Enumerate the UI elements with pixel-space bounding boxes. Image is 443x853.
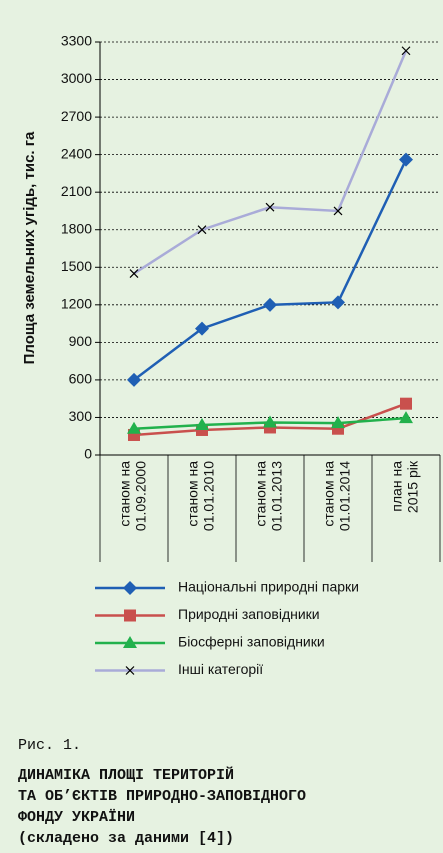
x-tick-label: станом на [185, 461, 201, 527]
marker [331, 295, 345, 310]
marker [399, 152, 413, 167]
marker [265, 202, 275, 212]
y-tick-label: 3300 [61, 33, 92, 49]
marker [400, 397, 412, 410]
x-tick-label: станом на [117, 461, 133, 527]
marker [331, 416, 345, 429]
marker [124, 609, 136, 622]
marker [263, 415, 277, 428]
x-tick-label: 01.01.2013 [269, 461, 285, 531]
y-tick-label: 0 [84, 446, 92, 462]
marker [125, 666, 135, 675]
marker [195, 417, 209, 430]
marker [123, 581, 137, 595]
legend-label: Інші категорії [178, 661, 263, 677]
x-tick-label: станом на [253, 461, 269, 527]
y-tick-label: 1200 [61, 296, 92, 312]
marker [127, 421, 141, 434]
y-tick-label: 1500 [61, 258, 92, 274]
x-tick-label: 01.01.2014 [337, 461, 353, 531]
caption-title: (складено за даними [4]) [18, 830, 234, 847]
marker [197, 225, 207, 235]
legend-label: Природні заповідники [178, 606, 320, 622]
caption-title: ФОНДУ УКРАЇНИ [18, 809, 135, 826]
caption-number: Рис. 1. [18, 737, 81, 754]
marker [401, 46, 411, 56]
y-tick-label: 900 [69, 333, 93, 349]
marker [263, 297, 277, 312]
y-tick-label: 2100 [61, 183, 92, 199]
x-tick-label: план на [389, 461, 405, 512]
marker [127, 372, 141, 387]
caption-title: ТА ОБ’ЄКТІВ ПРИРОДНО-ЗАПОВІДНОГО [18, 788, 306, 805]
marker [123, 636, 137, 648]
marker [399, 411, 413, 424]
caption-title: ДИНАМІКА ПЛОЩІ ТЕРИТОРІЙ [18, 766, 234, 784]
y-tick-label: 2700 [61, 108, 92, 124]
y-tick-label: 600 [69, 371, 93, 387]
marker [195, 321, 209, 336]
x-tick-label: 01.09.2000 [133, 461, 149, 531]
marker [129, 269, 139, 278]
y-tick-label: 300 [69, 408, 93, 424]
x-tick-label: станом на [321, 461, 337, 527]
x-tick-label: 2015 рік [405, 460, 421, 513]
y-tick-label: 2400 [61, 145, 92, 161]
y-axis-label: Площа земельних угідь, тис. га [21, 131, 38, 364]
y-tick-label: 3000 [61, 70, 92, 86]
y-tick-label: 1800 [61, 220, 92, 236]
legend-label: Національні природні парки [178, 579, 359, 595]
marker [333, 206, 343, 216]
legend-label: Біосферні заповідники [178, 634, 325, 650]
x-tick-label: 01.01.2010 [201, 461, 217, 531]
